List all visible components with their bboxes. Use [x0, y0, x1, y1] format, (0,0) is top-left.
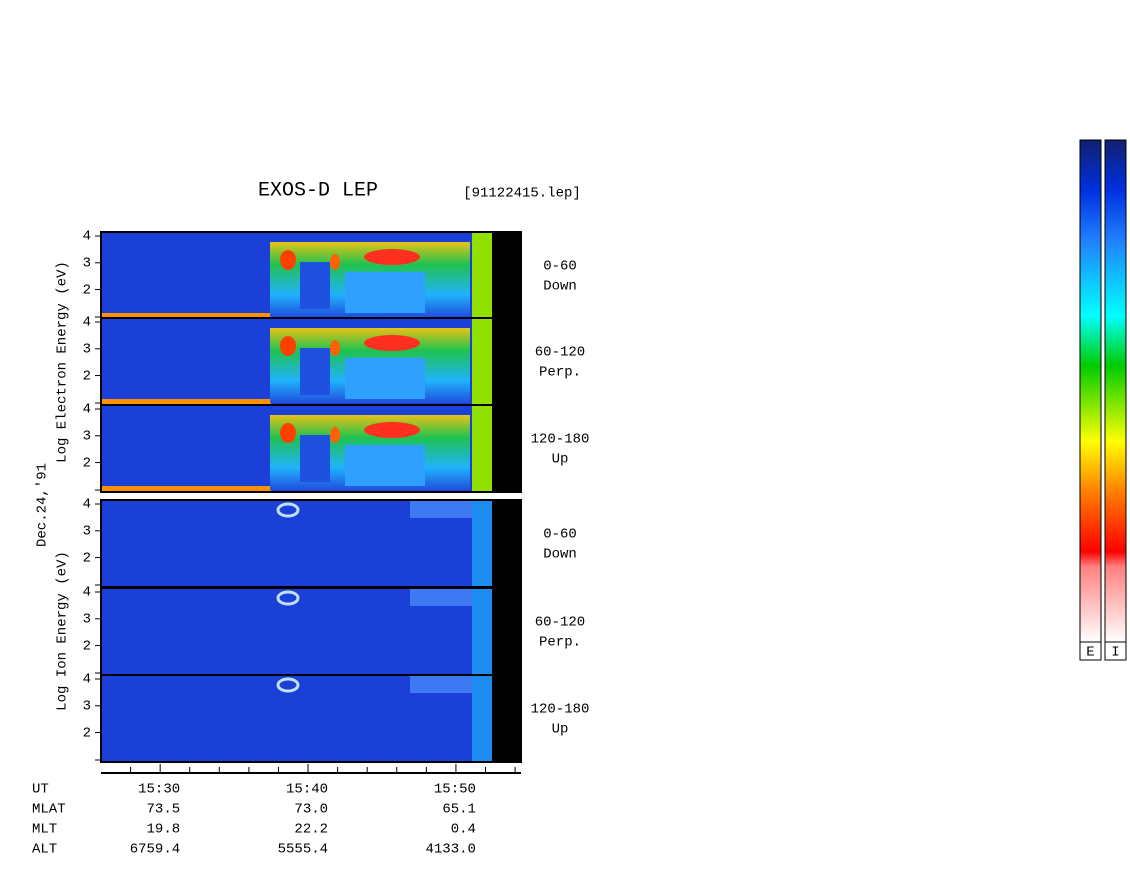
colorbars	[1079, 139, 1127, 661]
panel-label: Perp.	[539, 365, 581, 381]
spectrogram-peak	[280, 336, 296, 356]
spectrogram-band	[101, 399, 271, 404]
colorbar-box	[1079, 641, 1102, 661]
panel-label: 60-120	[535, 615, 585, 631]
colorbar-box	[1104, 641, 1127, 661]
spectrogram-peak	[364, 422, 420, 438]
panel-label: 120-180	[531, 432, 590, 448]
panel-frame	[100, 674, 522, 763]
file-name: [91122415.lep]	[463, 186, 581, 202]
y-tick-label: 4	[83, 497, 91, 513]
orbit-name: MLT	[32, 822, 57, 838]
colorbar	[1104, 139, 1127, 643]
fill-strip	[472, 318, 492, 405]
y-tick-label: 4	[83, 315, 91, 331]
title: EXOS-D LEP	[258, 179, 378, 202]
colorbar	[1079, 139, 1102, 643]
spectrogram-peak	[276, 677, 300, 693]
spectrogram-peak	[280, 250, 296, 270]
panel-label: Perp.	[539, 635, 581, 651]
fill-strip	[472, 500, 492, 587]
blank-strip	[492, 318, 521, 405]
y-tick-label: 3	[83, 698, 91, 714]
panel-label: 0-60	[543, 259, 577, 275]
panel-frame	[100, 404, 522, 493]
orbit-value: 5555.4	[278, 842, 328, 858]
spectrogram-region	[300, 435, 330, 482]
y-tick-label: 2	[83, 638, 91, 654]
orbit-value: 73.0	[294, 802, 328, 818]
y-tick-label: 2	[83, 282, 91, 298]
orbit-value: 73.5	[147, 802, 181, 818]
y-tick-label: 3	[83, 523, 91, 539]
spectrogram-region	[345, 445, 425, 486]
colorbar-label: I	[1111, 645, 1119, 661]
orbit-value: 22.2	[294, 822, 328, 838]
spectrogram-peak	[364, 249, 420, 265]
orbit-value: 0.4	[451, 822, 476, 838]
orbit-value: 6759.4	[130, 842, 180, 858]
spectrogram-peak	[330, 254, 340, 270]
fill-strip	[472, 232, 492, 319]
date: Dec.24,'91	[35, 463, 51, 547]
spectrogram-peak	[330, 340, 340, 356]
fill-strip	[472, 588, 492, 675]
panel-label: 120-180	[531, 702, 590, 718]
x-tick-label: 15:50	[434, 782, 476, 798]
fill-strip	[472, 405, 492, 492]
spectrogram-peak	[364, 335, 420, 351]
y-tick-label: 2	[83, 368, 91, 384]
spectrogram-band	[101, 313, 271, 318]
y-tick-label: 3	[83, 341, 91, 357]
spectrogram-region	[410, 588, 472, 606]
blank-strip	[492, 405, 521, 492]
panel-label: Up	[552, 452, 569, 468]
y-tick-label: 3	[83, 255, 91, 271]
blank-strip	[492, 675, 521, 762]
blank-strip	[492, 500, 521, 587]
spectrogram-region	[410, 675, 472, 693]
y-tick-label: 4	[83, 672, 91, 688]
spectrogram-band	[101, 486, 271, 491]
spectrogram-region	[300, 348, 330, 395]
x-tick-label: 15:40	[286, 782, 328, 798]
y-tick-label: 2	[83, 550, 91, 566]
orbit-name: MLAT	[32, 802, 66, 818]
spectrogram-peak	[276, 502, 300, 518]
spectrogram-peak	[330, 427, 340, 443]
x-label: UT	[32, 782, 49, 798]
fill-strip	[472, 675, 492, 762]
y-tick-label: 4	[83, 402, 91, 418]
orbit-value: 19.8	[147, 822, 181, 838]
y-tick-label: 2	[83, 455, 91, 471]
spectrogram-region	[410, 500, 472, 518]
blank-strip	[492, 588, 521, 675]
orbit-name: ALT	[32, 842, 57, 858]
spectrogram-region	[345, 358, 425, 399]
y-axis-label: Log Electron Energy (eV)	[55, 261, 71, 463]
orbit-value: 4133.0	[426, 842, 476, 858]
spectrogram-peak	[276, 590, 300, 606]
colorbar-label: E	[1086, 645, 1094, 661]
blank-strip	[492, 232, 521, 319]
spectrogram-peak	[280, 423, 296, 443]
y-tick-label: 4	[83, 229, 91, 245]
panel-label: Up	[552, 722, 569, 738]
y-tick-label: 2	[83, 725, 91, 741]
x-tick-label: 15:30	[138, 782, 180, 798]
panel-label: Down	[543, 547, 577, 563]
spectrogram-region	[345, 272, 425, 313]
orbit-value: 65.1	[442, 802, 476, 818]
panel-label: 60-120	[535, 345, 585, 361]
y-axis-label: Log Ion Energy (eV)	[55, 551, 71, 711]
spectrogram-region	[300, 262, 330, 309]
y-tick-label: 3	[83, 428, 91, 444]
panel-label: 0-60	[543, 527, 577, 543]
y-tick-label: 3	[83, 611, 91, 627]
y-tick-label: 4	[83, 585, 91, 601]
panel-label: Down	[543, 279, 577, 295]
